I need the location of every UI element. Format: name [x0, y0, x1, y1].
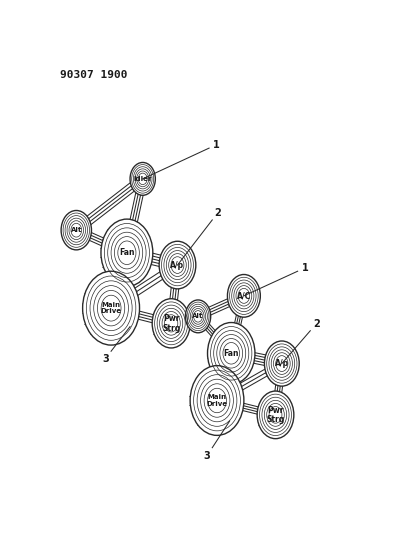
Text: 2: 2 — [215, 208, 221, 217]
Text: Fan: Fan — [224, 349, 239, 358]
Circle shape — [82, 271, 140, 345]
Circle shape — [61, 211, 91, 250]
Text: 90307 1900: 90307 1900 — [60, 70, 128, 80]
Text: 1: 1 — [302, 263, 308, 273]
Text: Main
Drive: Main Drive — [100, 302, 122, 314]
Circle shape — [130, 163, 155, 195]
Text: A/C: A/C — [237, 292, 251, 300]
Circle shape — [264, 341, 299, 386]
Text: 1: 1 — [213, 140, 220, 150]
Text: Pwr
Strg: Pwr Strg — [162, 314, 180, 333]
Text: Alt: Alt — [192, 313, 204, 319]
Text: Alt: Alt — [71, 227, 82, 233]
Circle shape — [101, 219, 153, 286]
Text: 2: 2 — [313, 319, 319, 329]
Text: Idler: Idler — [133, 176, 152, 182]
Circle shape — [152, 298, 190, 348]
Text: A/p: A/p — [171, 261, 184, 270]
Circle shape — [208, 322, 255, 384]
Circle shape — [227, 274, 260, 317]
Text: 3: 3 — [102, 353, 109, 364]
Circle shape — [190, 366, 244, 435]
Circle shape — [257, 391, 294, 439]
Circle shape — [185, 300, 211, 333]
Text: Main
Drive: Main Drive — [206, 394, 228, 407]
Text: A/p: A/p — [275, 359, 289, 368]
Circle shape — [159, 241, 196, 289]
Text: Fan: Fan — [119, 248, 135, 257]
Text: 3: 3 — [204, 450, 211, 461]
Text: Pwr
Strg: Pwr Strg — [266, 406, 285, 424]
